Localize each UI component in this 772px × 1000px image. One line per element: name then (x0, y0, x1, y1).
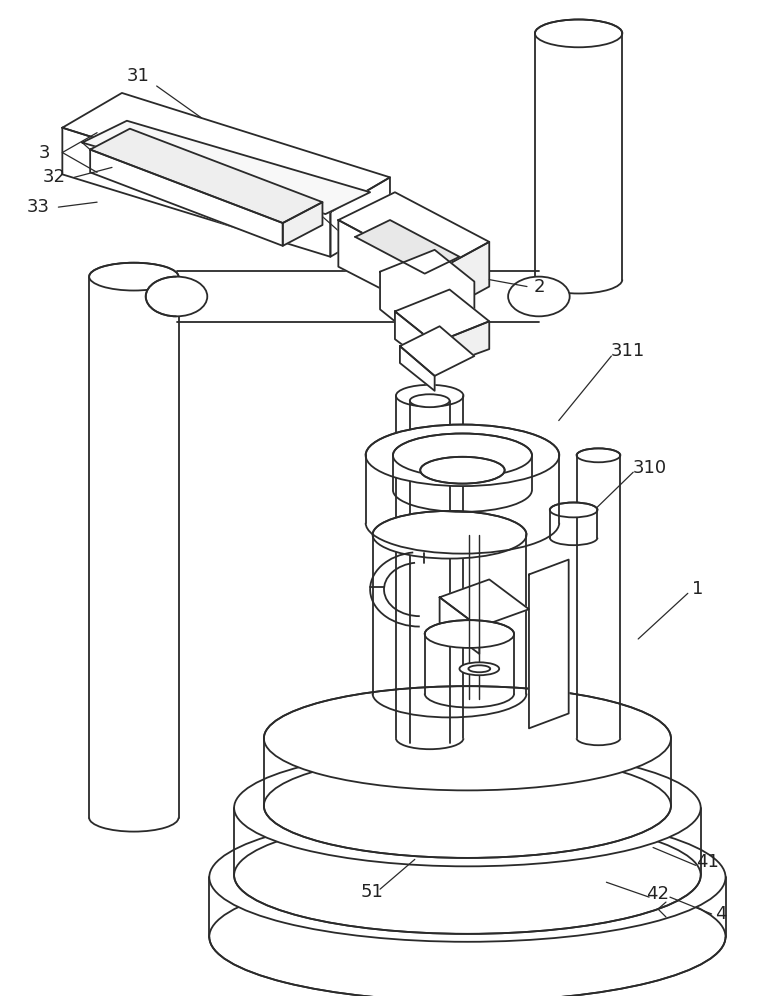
Text: 1: 1 (692, 580, 703, 598)
Polygon shape (338, 192, 489, 272)
Polygon shape (63, 128, 330, 257)
Polygon shape (330, 177, 390, 257)
Text: 32: 32 (43, 168, 66, 186)
Ellipse shape (146, 277, 208, 316)
Ellipse shape (410, 394, 449, 407)
Text: 42: 42 (646, 885, 669, 903)
Polygon shape (395, 290, 489, 343)
Ellipse shape (535, 19, 622, 47)
Text: 3: 3 (39, 144, 50, 162)
Ellipse shape (373, 511, 527, 559)
Ellipse shape (234, 749, 701, 866)
Polygon shape (338, 220, 435, 316)
Text: 31: 31 (127, 67, 149, 85)
Ellipse shape (209, 813, 726, 942)
Polygon shape (82, 121, 370, 214)
Text: 51: 51 (361, 883, 384, 901)
Ellipse shape (366, 425, 559, 486)
Ellipse shape (209, 872, 726, 1000)
Text: 310: 310 (633, 459, 667, 477)
Polygon shape (90, 150, 283, 246)
Ellipse shape (459, 662, 499, 675)
Ellipse shape (425, 620, 514, 648)
Polygon shape (435, 242, 489, 316)
Ellipse shape (420, 457, 505, 484)
Ellipse shape (89, 263, 178, 291)
Text: 311: 311 (611, 342, 645, 360)
Polygon shape (435, 321, 489, 369)
Polygon shape (283, 202, 323, 246)
Text: 4: 4 (715, 905, 726, 923)
Ellipse shape (469, 665, 490, 672)
Ellipse shape (550, 502, 598, 517)
Polygon shape (529, 560, 569, 728)
Ellipse shape (393, 433, 532, 477)
Text: 41: 41 (696, 853, 719, 871)
Polygon shape (395, 311, 435, 369)
Polygon shape (63, 93, 390, 212)
Ellipse shape (508, 277, 570, 316)
Polygon shape (400, 346, 435, 391)
Text: 2: 2 (533, 278, 544, 296)
Text: 33: 33 (27, 198, 50, 216)
Ellipse shape (577, 448, 620, 462)
Polygon shape (400, 326, 474, 376)
Ellipse shape (234, 817, 701, 934)
Polygon shape (439, 597, 479, 654)
Polygon shape (380, 250, 474, 341)
Polygon shape (355, 220, 459, 274)
Ellipse shape (264, 754, 671, 858)
Polygon shape (90, 129, 323, 223)
Polygon shape (439, 579, 529, 627)
Ellipse shape (396, 385, 463, 407)
Ellipse shape (264, 686, 671, 790)
